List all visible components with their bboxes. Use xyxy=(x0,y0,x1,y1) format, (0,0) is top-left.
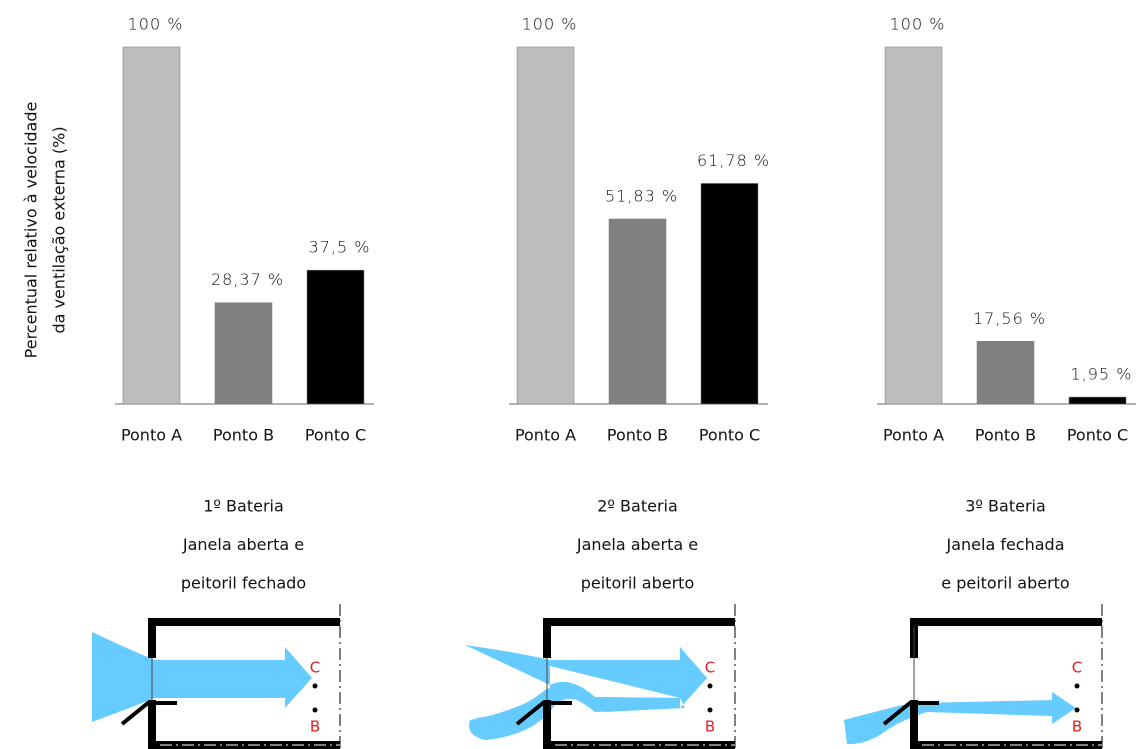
category-label: Ponto C xyxy=(305,426,366,445)
chart-title: 3º Bateria xyxy=(965,497,1046,516)
bar xyxy=(701,183,758,404)
bar xyxy=(977,341,1034,404)
category-label: Ponto A xyxy=(121,426,182,445)
chart-title: 2º Bateria xyxy=(597,497,678,516)
chart-title: Janela aberta e xyxy=(182,535,304,554)
bar xyxy=(1069,397,1126,404)
value-label: 100 % xyxy=(128,15,184,34)
category-label: Ponto B xyxy=(975,426,1036,445)
value-label: 28,37 % xyxy=(211,270,284,289)
value-label: 17,56 % xyxy=(973,309,1046,328)
y-axis-label: Percentual relativo à velocidade xyxy=(22,102,41,359)
y-axis-label: da ventilação externa (%) xyxy=(50,126,69,333)
category-label: Ponto C xyxy=(699,426,760,445)
bar xyxy=(517,47,574,404)
point-label: B xyxy=(310,718,320,736)
bar xyxy=(885,47,942,404)
diagram xyxy=(92,604,340,749)
bar xyxy=(123,47,180,404)
point-label: C xyxy=(310,659,320,677)
value-label: 100 % xyxy=(522,15,578,34)
category-label: Ponto B xyxy=(607,426,668,445)
category-label: Ponto B xyxy=(213,426,274,445)
point-label: C xyxy=(1072,659,1082,677)
figure: 100 % Ponto A 28,37 % Ponto B 37,5 % Ponto C 1… xyxy=(0,0,1143,749)
chart-title: peitoril fechado xyxy=(181,574,306,593)
bar xyxy=(609,219,666,404)
point-label: C xyxy=(705,659,715,677)
chart-title: Janela fechada xyxy=(945,535,1064,554)
value-label: 100 % xyxy=(890,15,946,34)
category-label: Ponto A xyxy=(883,426,944,445)
value-label: 1,95 % xyxy=(1071,365,1133,384)
chart-title: 1º Bateria xyxy=(203,497,284,516)
page: 100 % Ponto A 28,37 % Ponto B 37,5 % Ponto C 1… xyxy=(0,0,1143,749)
bar xyxy=(215,303,272,404)
chart-title: peitoril aberto xyxy=(581,574,695,593)
point-label: B xyxy=(1072,718,1082,736)
chart-title: Janela aberta e xyxy=(576,535,698,554)
diagram xyxy=(465,604,735,749)
value-label: 37,5 % xyxy=(309,238,371,257)
value-label: 51,83 % xyxy=(605,186,678,205)
chart-title: e peitoril aberto xyxy=(941,574,1069,593)
point-label: B xyxy=(705,718,715,736)
diagram xyxy=(844,604,1102,749)
value-label: 61,78 % xyxy=(697,151,770,170)
bar xyxy=(307,270,364,404)
category-label: Ponto C xyxy=(1067,426,1128,445)
category-label: Ponto A xyxy=(515,426,576,445)
